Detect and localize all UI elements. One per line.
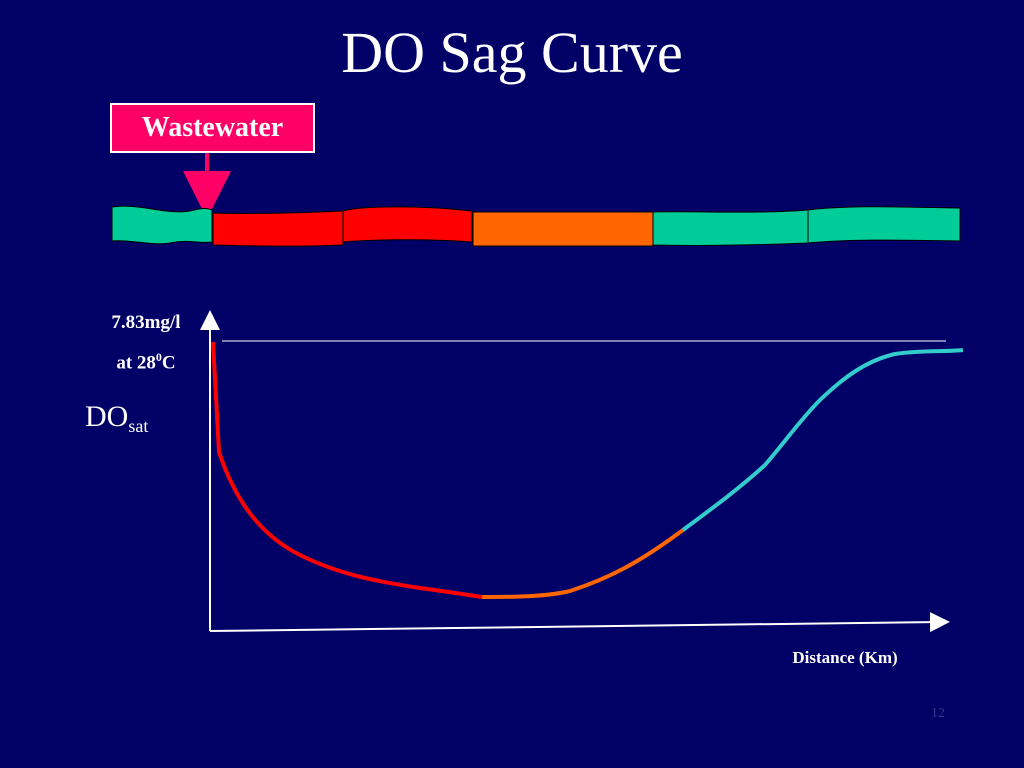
curve-segment-cyan	[681, 348, 964, 532]
saturation-value: 7.83mg/l at 280C	[96, 306, 196, 380]
slide-number: 12	[931, 706, 945, 721]
river-segment-upstream-clean	[111, 205, 213, 245]
wastewater-label: Wastewater	[110, 103, 315, 153]
curve-segment-orange	[481, 528, 685, 599]
river-segment-polluted-1	[212, 210, 344, 247]
curve-segment-red	[211, 341, 483, 599]
y-axis-label: DOsat	[85, 400, 149, 436]
river-segment-downstream-clean-2	[807, 206, 961, 244]
saturation-value-line2: at 280C	[116, 350, 176, 374]
slide-title: DO Sag Curve	[341, 20, 683, 85]
river-segment-polluted-2	[342, 206, 473, 243]
x-axis-label: Distance (Km)	[792, 648, 898, 667]
saturation-value-line1: 7.83mg/l	[111, 312, 181, 333]
x-axis	[209, 612, 950, 633]
